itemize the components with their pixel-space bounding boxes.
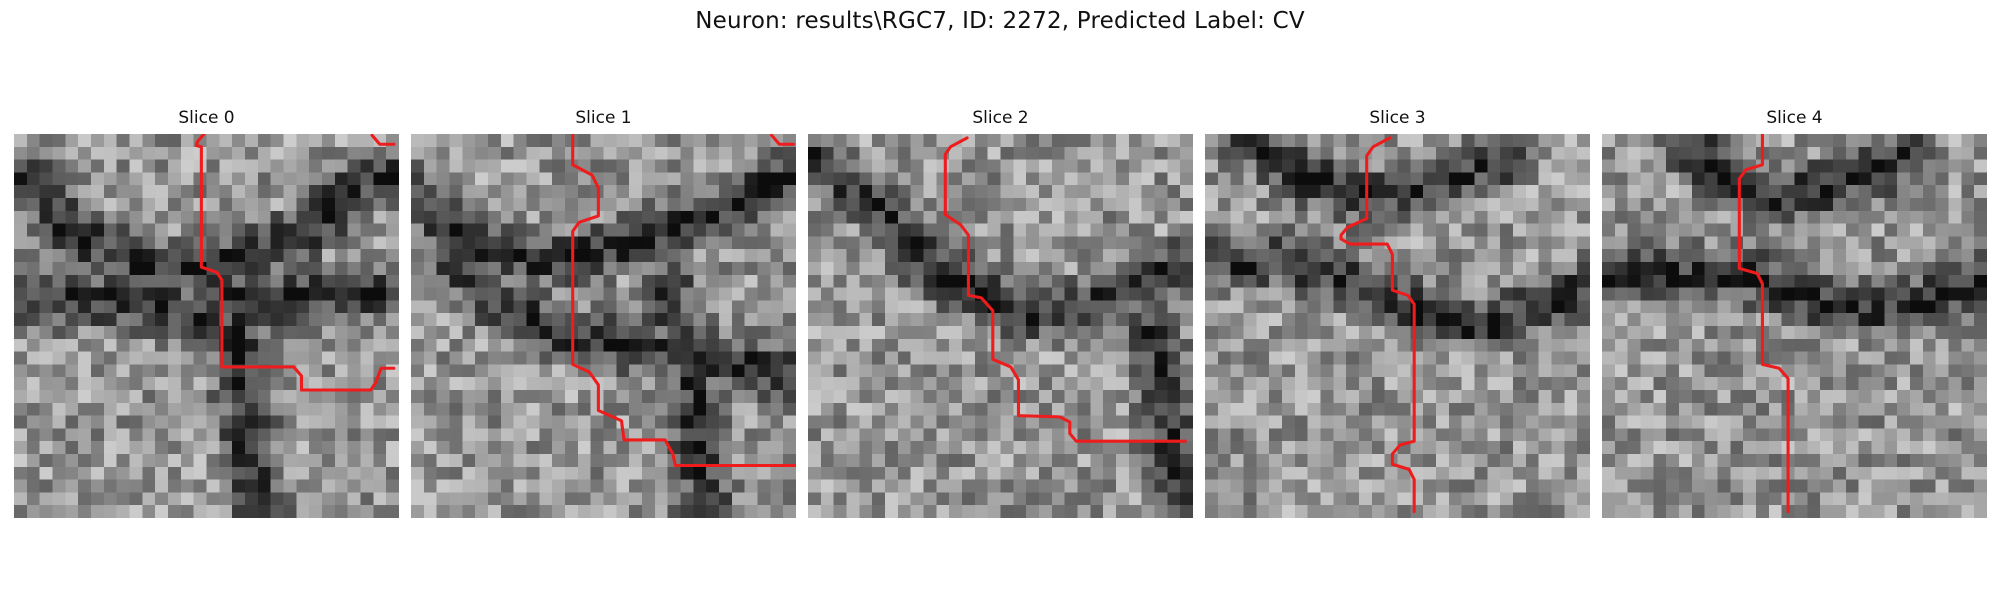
figure-title: Neuron: results\RGC7, ID: 2272, Predicte… [695,8,1305,34]
grayscale-pixel-grid [1602,134,1987,518]
slice-panel: Slice 2 [808,108,1193,518]
slice-panel: Slice 0 [14,108,399,518]
microscopy-slice-image [808,134,1193,518]
grayscale-pixel-grid [808,134,1193,518]
neuron-trace-line [194,134,396,392]
slice-title: Slice 4 [1766,108,1823,128]
grayscale-pixel-grid [411,134,796,518]
grayscale-pixel-grid [1205,134,1590,518]
neuron-trace-corner [370,134,396,146]
slice-title: Slice 2 [972,108,1029,128]
slice-panel: Slice 3 [1205,108,1590,518]
microscopy-slice-image [14,134,399,518]
neuron-trace-line [943,136,1187,443]
microscopy-slice-image [411,134,796,518]
neuron-trace-line [571,134,796,468]
slice-title: Slice 1 [575,108,632,128]
slice-panel: Slice 4 [1602,108,1987,518]
slice-panel: Slice 1 [411,108,796,518]
slice-title: Slice 3 [1369,108,1426,128]
microscopy-slice-image [1602,134,1987,518]
slice-title: Slice 0 [178,108,235,128]
neuron-trace-line [1339,136,1416,514]
microscopy-slice-image [1205,134,1590,518]
neuron-trace-line [1737,134,1790,514]
grayscale-pixel-grid [14,134,399,518]
neuron-trace-corner [770,134,795,146]
